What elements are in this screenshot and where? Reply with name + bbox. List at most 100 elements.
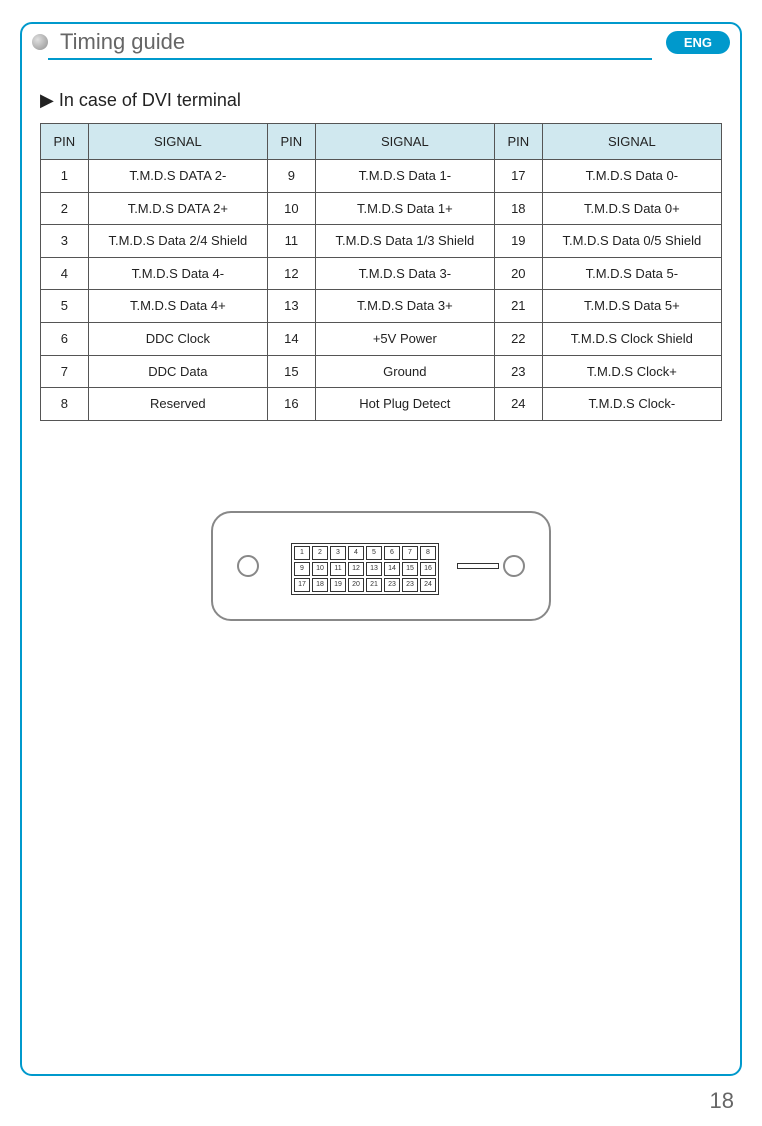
pin-signal-table: PIN SIGNAL PIN SIGNAL PIN SIGNAL 1 T.M.D… <box>40 123 722 421</box>
cell-signal: +5V Power <box>315 322 494 355</box>
cell-pin: 18 <box>494 192 542 225</box>
cell-signal: Reserved <box>88 388 267 421</box>
pin-cell: 12 <box>348 562 364 576</box>
language-badge: ENG <box>666 31 730 54</box>
cell-pin: 15 <box>267 355 315 388</box>
th-signal: SIGNAL <box>542 124 721 160</box>
cell-pin: 10 <box>267 192 315 225</box>
cell-pin: 16 <box>267 388 315 421</box>
pin-cell: 23 <box>384 578 400 592</box>
connector-shell: 1 2 3 4 5 6 7 8 9 10 11 12 13 14 15 16 1 <box>211 511 551 621</box>
cell-signal: T.M.D.S Data 3- <box>315 257 494 290</box>
page-number: 18 <box>710 1088 734 1114</box>
cell-pin: 7 <box>41 355 89 388</box>
th-signal: SIGNAL <box>88 124 267 160</box>
table-body: 1 T.M.D.S DATA 2- 9 T.M.D.S Data 1- 17 T… <box>41 160 722 421</box>
pin-cell: 11 <box>330 562 346 576</box>
pin-cell: 16 <box>420 562 436 576</box>
pin-cell: 24 <box>420 578 436 592</box>
cell-signal: T.M.D.S Data 2/4 Shield <box>88 225 267 258</box>
cell-pin: 3 <box>41 225 89 258</box>
cell-signal: T.M.D.S Data 5- <box>542 257 721 290</box>
table-row: 2 T.M.D.S DATA 2+ 10 T.M.D.S Data 1+ 18 … <box>41 192 722 225</box>
pin-cell: 23 <box>402 578 418 592</box>
table-row: 1 T.M.D.S DATA 2- 9 T.M.D.S Data 1- 17 T… <box>41 160 722 193</box>
pin-cell: 9 <box>294 562 310 576</box>
pin-cell: 13 <box>366 562 382 576</box>
th-signal: SIGNAL <box>315 124 494 160</box>
pin-block: 1 2 3 4 5 6 7 8 9 10 11 12 13 14 15 16 1 <box>291 543 439 595</box>
cell-signal: T.M.D.S Data 0+ <box>542 192 721 225</box>
pin-cell: 6 <box>384 546 400 560</box>
pin-cell: 1 <box>294 546 310 560</box>
cell-signal: DDC Clock <box>88 322 267 355</box>
table-row: 7 DDC Data 15 Ground 23 T.M.D.S Clock+ <box>41 355 722 388</box>
cell-signal: Ground <box>315 355 494 388</box>
cell-signal: T.M.D.S Data 3+ <box>315 290 494 323</box>
cell-pin: 21 <box>494 290 542 323</box>
cell-signal: T.M.D.S Clock+ <box>542 355 721 388</box>
cell-pin: 1 <box>41 160 89 193</box>
table-row: 4 T.M.D.S Data 4- 12 T.M.D.S Data 3- 20 … <box>41 257 722 290</box>
pin-cell: 7 <box>402 546 418 560</box>
pin-cell: 3 <box>330 546 346 560</box>
pin-cell: 14 <box>384 562 400 576</box>
pin-cell: 19 <box>330 578 346 592</box>
pin-cell: 5 <box>366 546 382 560</box>
pin-cell: 17 <box>294 578 310 592</box>
pin-cell: 20 <box>348 578 364 592</box>
content-area: ▶ In case of DVI terminal PIN SIGNAL PIN… <box>40 90 722 621</box>
pin-cell: 2 <box>312 546 328 560</box>
table-row: 5 T.M.D.S Data 4+ 13 T.M.D.S Data 3+ 21 … <box>41 290 722 323</box>
table-row: 3 T.M.D.S Data 2/4 Shield 11 T.M.D.S Dat… <box>41 225 722 258</box>
cell-pin: 4 <box>41 257 89 290</box>
cell-pin: 5 <box>41 290 89 323</box>
cell-pin: 24 <box>494 388 542 421</box>
cell-pin: 20 <box>494 257 542 290</box>
cell-pin: 17 <box>494 160 542 193</box>
cell-pin: 12 <box>267 257 315 290</box>
header-bullet-icon <box>32 34 48 50</box>
cell-signal: T.M.D.S Data 5+ <box>542 290 721 323</box>
pin-cell: 10 <box>312 562 328 576</box>
cell-pin: 8 <box>41 388 89 421</box>
pin-cell: 4 <box>348 546 364 560</box>
cell-signal: Hot Plug Detect <box>315 388 494 421</box>
cell-signal: T.M.D.S Data 4- <box>88 257 267 290</box>
pin-cell: 18 <box>312 578 328 592</box>
cell-signal: T.M.D.S Clock Shield <box>542 322 721 355</box>
page-title: Timing guide <box>60 29 666 55</box>
cell-signal: T.M.D.S Data 1+ <box>315 192 494 225</box>
cell-signal: T.M.D.S Data 0- <box>542 160 721 193</box>
section-title: ▶ In case of DVI terminal <box>40 90 722 111</box>
blade-slot-icon <box>457 563 499 569</box>
cell-signal: T.M.D.S Data 1- <box>315 160 494 193</box>
cell-pin: 14 <box>267 322 315 355</box>
screw-hole-right-icon <box>503 555 525 577</box>
cell-pin: 2 <box>41 192 89 225</box>
cell-pin: 23 <box>494 355 542 388</box>
th-pin: PIN <box>494 124 542 160</box>
cell-signal: T.M.D.S Clock- <box>542 388 721 421</box>
th-pin: PIN <box>41 124 89 160</box>
cell-pin: 22 <box>494 322 542 355</box>
header-underline <box>48 58 652 60</box>
cell-pin: 9 <box>267 160 315 193</box>
table-header-row: PIN SIGNAL PIN SIGNAL PIN SIGNAL <box>41 124 722 160</box>
pin-cell: 21 <box>366 578 382 592</box>
table-row: 8 Reserved 16 Hot Plug Detect 24 T.M.D.S… <box>41 388 722 421</box>
cell-pin: 6 <box>41 322 89 355</box>
table-row: 6 DDC Clock 14 +5V Power 22 T.M.D.S Cloc… <box>41 322 722 355</box>
pin-cell: 8 <box>420 546 436 560</box>
cell-signal: T.M.D.S Data 0/5 Shield <box>542 225 721 258</box>
cell-signal: T.M.D.S Data 1/3 Shield <box>315 225 494 258</box>
cell-signal: T.M.D.S Data 4+ <box>88 290 267 323</box>
dvi-connector-diagram: 1 2 3 4 5 6 7 8 9 10 11 12 13 14 15 16 1 <box>40 511 722 621</box>
cell-pin: 13 <box>267 290 315 323</box>
header-bar: Timing guide ENG <box>20 22 742 62</box>
cell-signal: T.M.D.S DATA 2- <box>88 160 267 193</box>
th-pin: PIN <box>267 124 315 160</box>
cell-pin: 11 <box>267 225 315 258</box>
cell-signal: T.M.D.S DATA 2+ <box>88 192 267 225</box>
pin-cell: 15 <box>402 562 418 576</box>
